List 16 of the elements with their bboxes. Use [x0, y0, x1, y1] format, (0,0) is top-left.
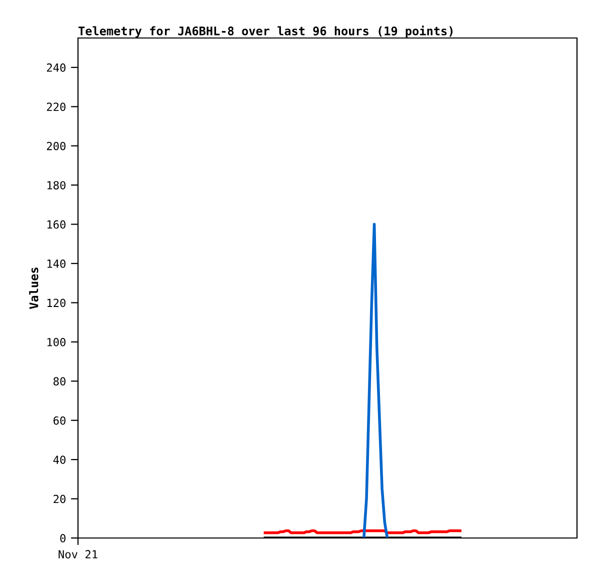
- y-tick-label: 180: [47, 181, 66, 190]
- y-axis-title: Values: [29, 268, 38, 309]
- y-tick-label: 0: [60, 534, 66, 542]
- chart-title: Telemetry for JA6BHL-8 over last 96 hours (19 points): [78, 26, 452, 38]
- y-tick-label: 120: [47, 298, 66, 308]
- y-tick-label: 160: [47, 220, 66, 229]
- y-tick-label: 60: [54, 416, 66, 425]
- x-tick-label: Nov 21: [58, 550, 98, 558]
- y-tick-label: 80: [54, 377, 66, 386]
- y-tick-label: 140: [47, 259, 66, 268]
- y-tick-label: 20: [54, 494, 66, 504]
- y-tick-label: 220: [46, 102, 66, 112]
- y-tick-label: 240: [46, 63, 66, 72]
- y-tick-label: 40: [53, 456, 66, 464]
- y-tick-label: 200: [46, 142, 66, 150]
- y-tick-label: 100: [47, 338, 66, 346]
